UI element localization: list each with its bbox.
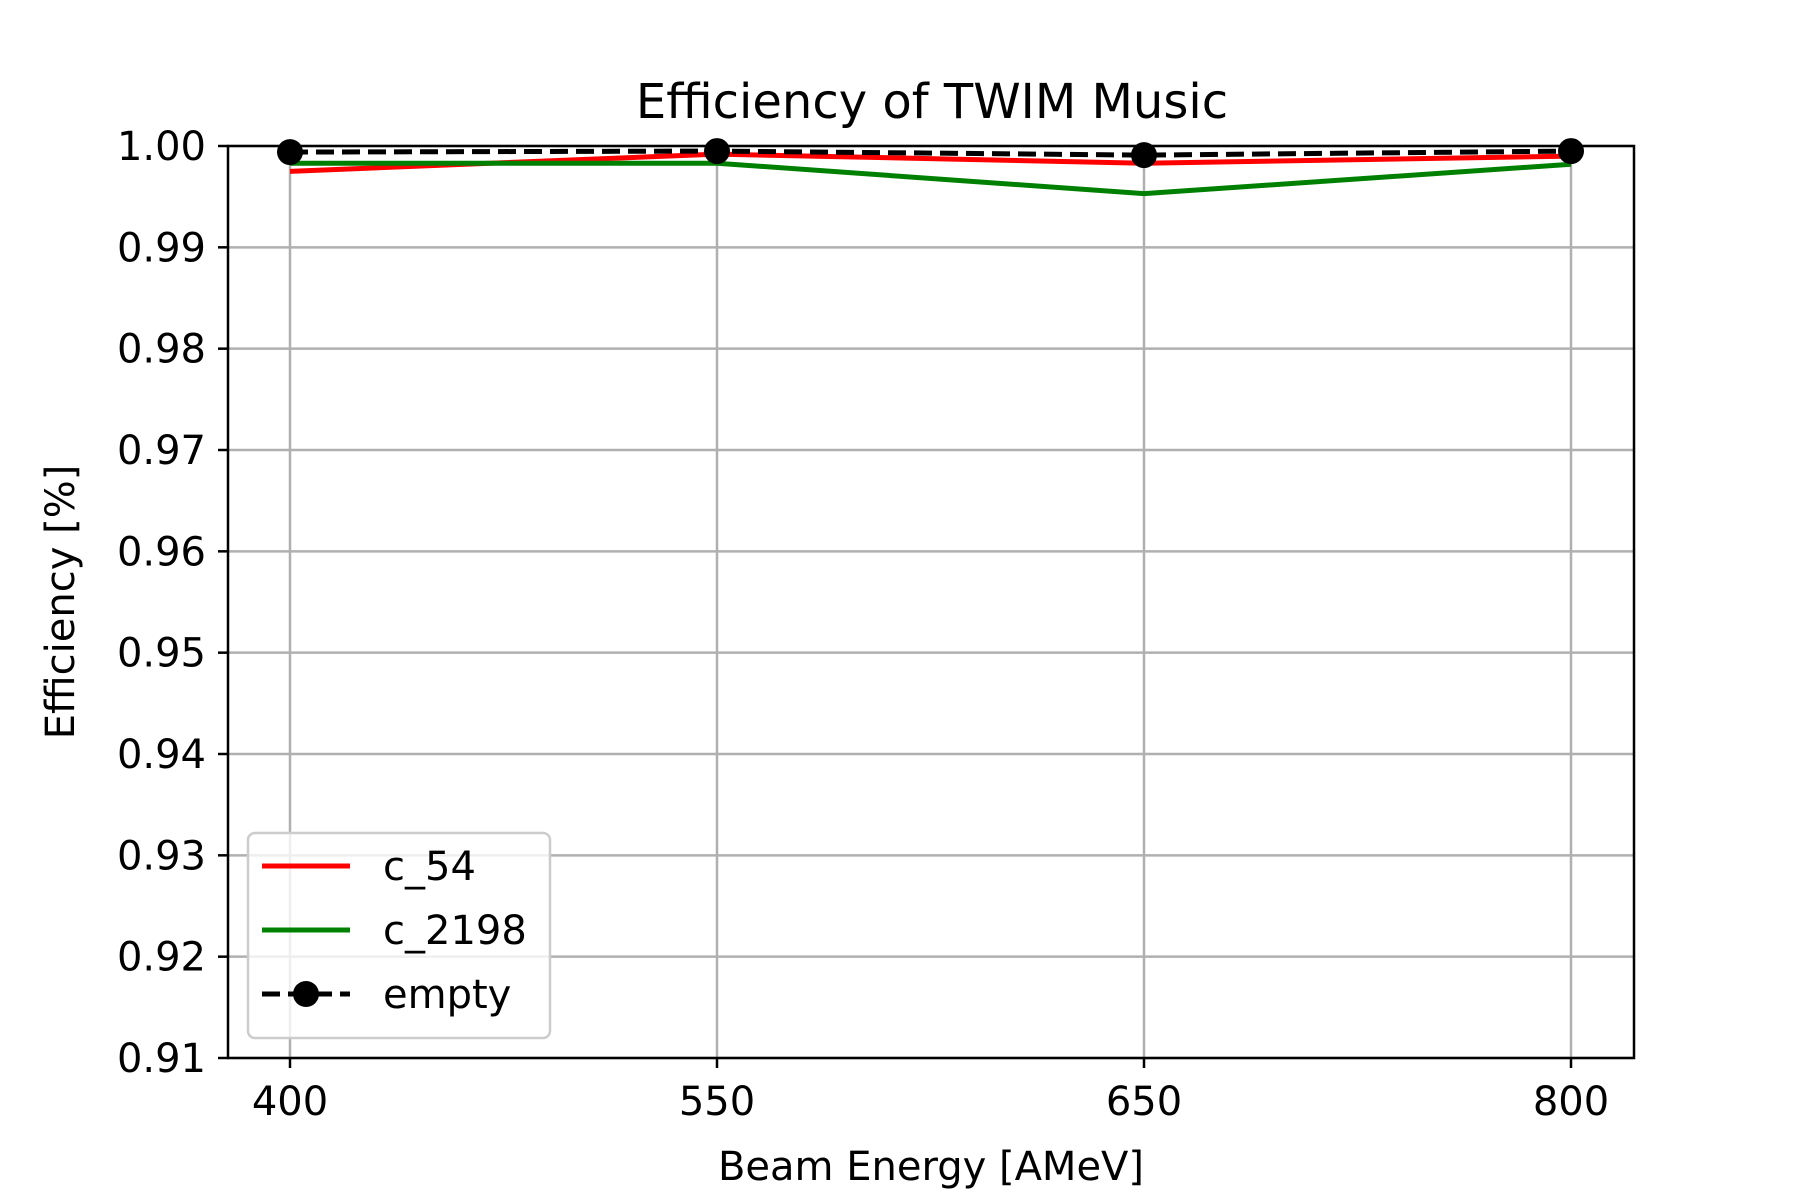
legend-label: c_54	[383, 844, 476, 890]
series-line-c_2198	[290, 160, 1572, 197]
legend-marker	[293, 981, 319, 1007]
y-tick-label: 0.93	[117, 833, 206, 879]
series-line-empty	[289, 148, 1572, 158]
data-point-empty	[1131, 142, 1157, 169]
legend-box	[246, 831, 552, 1040]
data-point-empty	[277, 139, 303, 166]
y-tick-label: 0.91	[117, 1036, 206, 1082]
y-tick-label: 0.99	[117, 225, 206, 271]
y-tick-label: 0.95	[117, 631, 206, 677]
x-tick-label: 400	[252, 1079, 328, 1125]
axis-ticks: 400 550 650 800 0.91 0.92 0.93 0.94 0.95 0.96 0.97…	[117, 124, 1609, 1125]
y-tick-label: 0.94	[117, 732, 206, 778]
x-tick-label: 800	[1533, 1079, 1609, 1125]
legend-label: c_2198	[383, 908, 527, 954]
plot-frame	[226, 144, 1636, 1060]
legend-label: empty	[383, 972, 511, 1018]
y-tick-label: 0.92	[117, 935, 206, 981]
x-axis-label: Beam Energy [AMeV]	[718, 1144, 1144, 1190]
y-tick-label: 1.00	[117, 124, 206, 170]
x-tick-label: 650	[1106, 1079, 1182, 1125]
y-tick-label: 0.96	[117, 529, 206, 575]
data-point-empty	[1558, 138, 1584, 165]
x-tick-label: 550	[679, 1079, 755, 1125]
y-tick-label: 0.97	[117, 428, 206, 474]
y-tick-label: 0.98	[117, 327, 206, 373]
data-point-empty	[704, 138, 730, 165]
y-axis-label: Efficiency [%]	[38, 465, 84, 740]
chart-title: Efficiency of TWIM Music	[636, 74, 1228, 130]
